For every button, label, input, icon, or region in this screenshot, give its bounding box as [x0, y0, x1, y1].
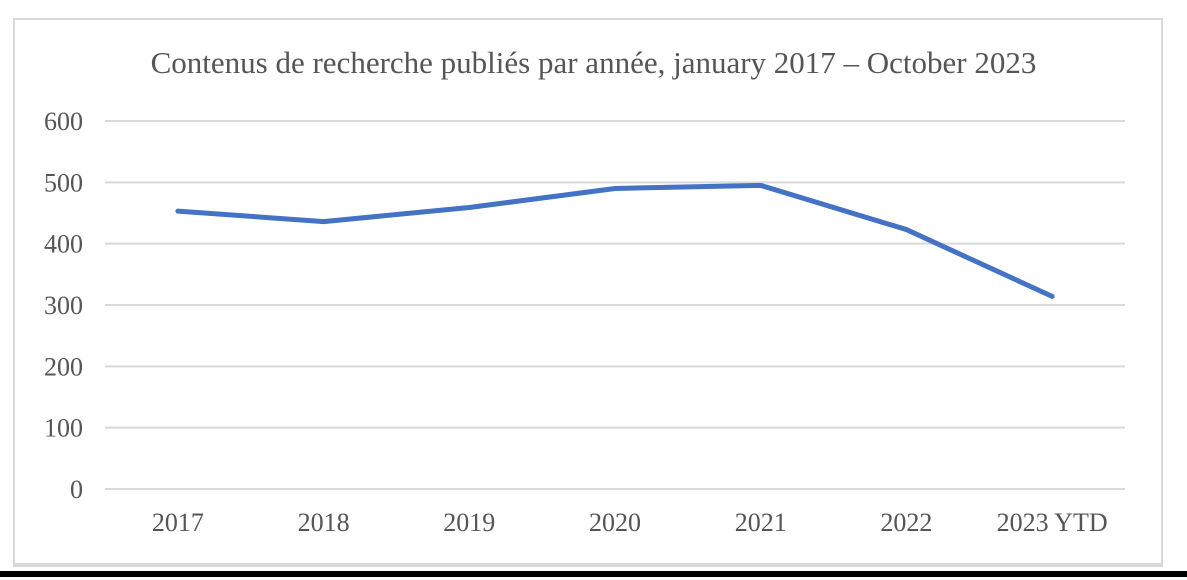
y-axis-tick-label: 600 — [44, 107, 83, 136]
bottom-separator-bar — [0, 571, 1187, 577]
x-axis-tick-label: 2017 — [152, 508, 204, 537]
x-axis-tick-label: 2023 YTD — [997, 508, 1108, 537]
chart-frame — [13, 18, 1163, 567]
x-axis-tick-label: 2022 — [880, 508, 932, 537]
chart-title: Contenus de recherche publiés par année,… — [150, 45, 1037, 80]
x-axis-tick-label: 2020 — [589, 508, 641, 537]
x-axis-tick-label: 2019 — [443, 508, 495, 537]
y-axis-tick-label: 400 — [44, 230, 83, 259]
series-line — [175, 182, 1055, 299]
y-axis-tick-label: 500 — [44, 168, 83, 197]
x-axis-tick-label: 2021 — [735, 508, 787, 537]
y-axis-tick-label: 300 — [44, 291, 83, 320]
y-axis-tick-label: 200 — [44, 352, 83, 381]
x-axis-tick-label: 2018 — [298, 508, 350, 537]
y-axis-tick-label: 0 — [70, 475, 83, 504]
y-axis-tick-label: 100 — [44, 414, 83, 443]
